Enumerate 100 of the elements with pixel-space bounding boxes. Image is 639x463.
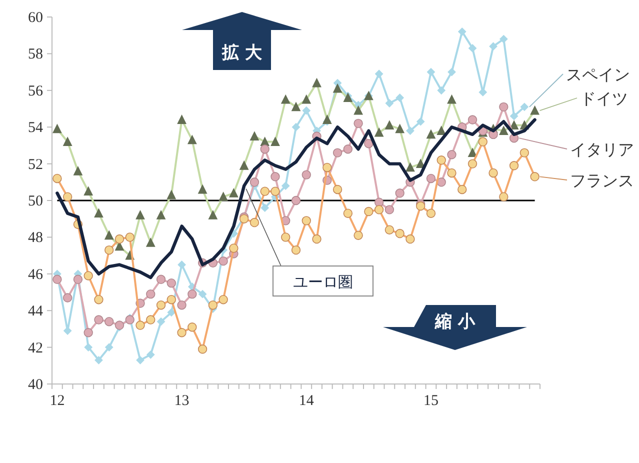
point	[343, 144, 353, 154]
point	[198, 344, 208, 354]
point	[104, 245, 114, 255]
annotation: 縮 小	[434, 312, 476, 332]
point	[302, 106, 311, 115]
point	[250, 218, 260, 228]
point	[468, 115, 478, 124]
point	[270, 172, 280, 182]
point	[62, 293, 72, 302]
point	[374, 70, 384, 78]
point	[73, 274, 83, 284]
point	[281, 182, 290, 190]
point	[250, 178, 260, 187]
y-tick-label: 42	[28, 340, 43, 356]
point	[458, 184, 467, 194]
point	[364, 139, 374, 148]
x-tick-label: 12	[50, 393, 65, 409]
text: ユーロ圏	[293, 273, 353, 291]
point	[146, 315, 156, 324]
legend-label: フランス	[570, 171, 634, 190]
point	[436, 156, 446, 165]
y-tick-label: 54	[28, 120, 44, 136]
point	[178, 260, 186, 269]
legend-label: イタリア	[570, 140, 634, 159]
point	[364, 206, 374, 216]
point	[52, 174, 62, 184]
point	[94, 315, 104, 324]
point	[468, 159, 478, 168]
point	[136, 320, 145, 330]
point	[499, 34, 508, 44]
point	[468, 44, 477, 52]
point	[406, 126, 414, 135]
point	[188, 289, 197, 299]
y-tick-label: 50	[28, 194, 43, 210]
point	[156, 274, 166, 284]
point	[156, 317, 166, 326]
point	[426, 174, 436, 184]
point	[384, 205, 394, 214]
point	[62, 192, 72, 202]
point	[395, 228, 404, 238]
point	[489, 42, 498, 51]
point	[166, 278, 176, 288]
point	[520, 102, 529, 112]
point	[84, 343, 93, 352]
point	[177, 328, 186, 338]
point	[52, 274, 62, 284]
point	[218, 256, 228, 266]
point	[385, 99, 394, 108]
y-tick-label: 40	[28, 377, 43, 393]
point	[229, 244, 238, 253]
point	[104, 317, 114, 326]
point	[84, 328, 93, 338]
point	[384, 225, 394, 234]
point	[177, 300, 186, 310]
point	[292, 122, 300, 132]
point	[188, 322, 197, 332]
point	[332, 184, 342, 194]
x-tick-label: 15	[423, 393, 438, 409]
point	[354, 118, 363, 128]
point	[478, 137, 488, 146]
point	[136, 356, 144, 364]
point	[84, 271, 93, 280]
annotation: 拡 大	[221, 43, 263, 63]
point	[447, 150, 456, 160]
point	[406, 234, 415, 244]
point	[426, 68, 436, 76]
point	[94, 294, 104, 304]
point	[374, 205, 384, 214]
point	[447, 168, 456, 178]
point	[198, 290, 207, 298]
point	[281, 232, 290, 242]
point	[208, 300, 218, 310]
point	[520, 148, 530, 158]
y-tick-label: 58	[28, 46, 43, 63]
point	[354, 230, 363, 240]
point	[458, 27, 466, 36]
point	[395, 188, 404, 198]
y-tick-label: 46	[28, 266, 44, 283]
y-tick-label: 44	[28, 304, 44, 320]
point	[488, 168, 498, 178]
point	[291, 196, 301, 206]
y-tick-label: 52	[28, 156, 43, 173]
point	[166, 294, 176, 304]
point	[499, 192, 508, 202]
point	[322, 162, 332, 172]
point	[146, 289, 156, 299]
x-tick-label: 14	[298, 393, 314, 409]
point	[437, 86, 446, 95]
point	[104, 343, 114, 352]
y-tick-label: 60	[28, 10, 43, 26]
x-tick-label: 13	[174, 393, 190, 409]
point	[509, 161, 519, 170]
point	[426, 208, 436, 218]
point	[114, 234, 124, 244]
y-tick-label: 56	[28, 83, 44, 100]
point	[125, 232, 134, 242]
point	[302, 216, 311, 226]
point	[260, 186, 270, 196]
point	[302, 170, 311, 180]
point	[156, 300, 166, 310]
